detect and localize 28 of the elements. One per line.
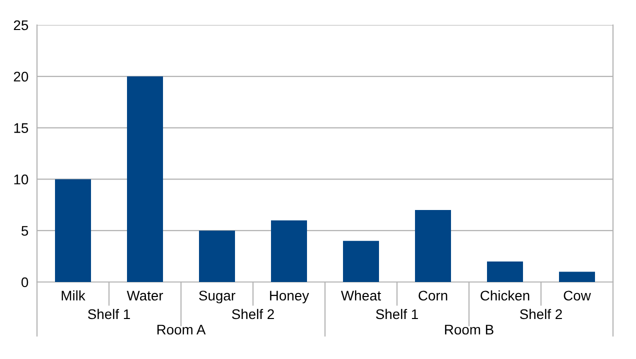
text: Shelf 1 <box>88 308 130 320</box>
y-tick-label: 25 <box>14 20 28 30</box>
y-tick-label: 10 <box>14 174 28 184</box>
bar <box>559 272 595 282</box>
text: Room A <box>157 324 206 335</box>
x-tick-label: Wheat <box>340 290 381 301</box>
x-tick-label: Cow <box>564 290 591 301</box>
x-tick-label: Water <box>126 290 164 301</box>
bar <box>199 230 235 282</box>
y-tick-label: 0 <box>21 277 28 288</box>
y-tick-label: 5 <box>22 226 28 236</box>
text: Room B <box>445 324 494 335</box>
x-tick-label: Honey <box>270 290 310 304</box>
y-tick-label: 20 <box>14 72 28 82</box>
x-tick-label: Sugar <box>199 290 236 304</box>
x-tick-label: Milk <box>62 290 86 300</box>
text: Shelf 2 <box>232 308 274 320</box>
x-tick-label: Chicken <box>480 290 530 301</box>
text: Shelf 2 <box>520 308 562 320</box>
text: Shelf 1 <box>376 308 418 320</box>
bar <box>487 261 523 282</box>
bar <box>415 210 451 282</box>
bar <box>343 240 379 282</box>
bar <box>127 76 163 282</box>
x-tick-label: Corn <box>418 290 448 301</box>
y-tick-label: 15 <box>14 123 28 133</box>
bar <box>55 179 91 282</box>
bar <box>271 220 307 282</box>
